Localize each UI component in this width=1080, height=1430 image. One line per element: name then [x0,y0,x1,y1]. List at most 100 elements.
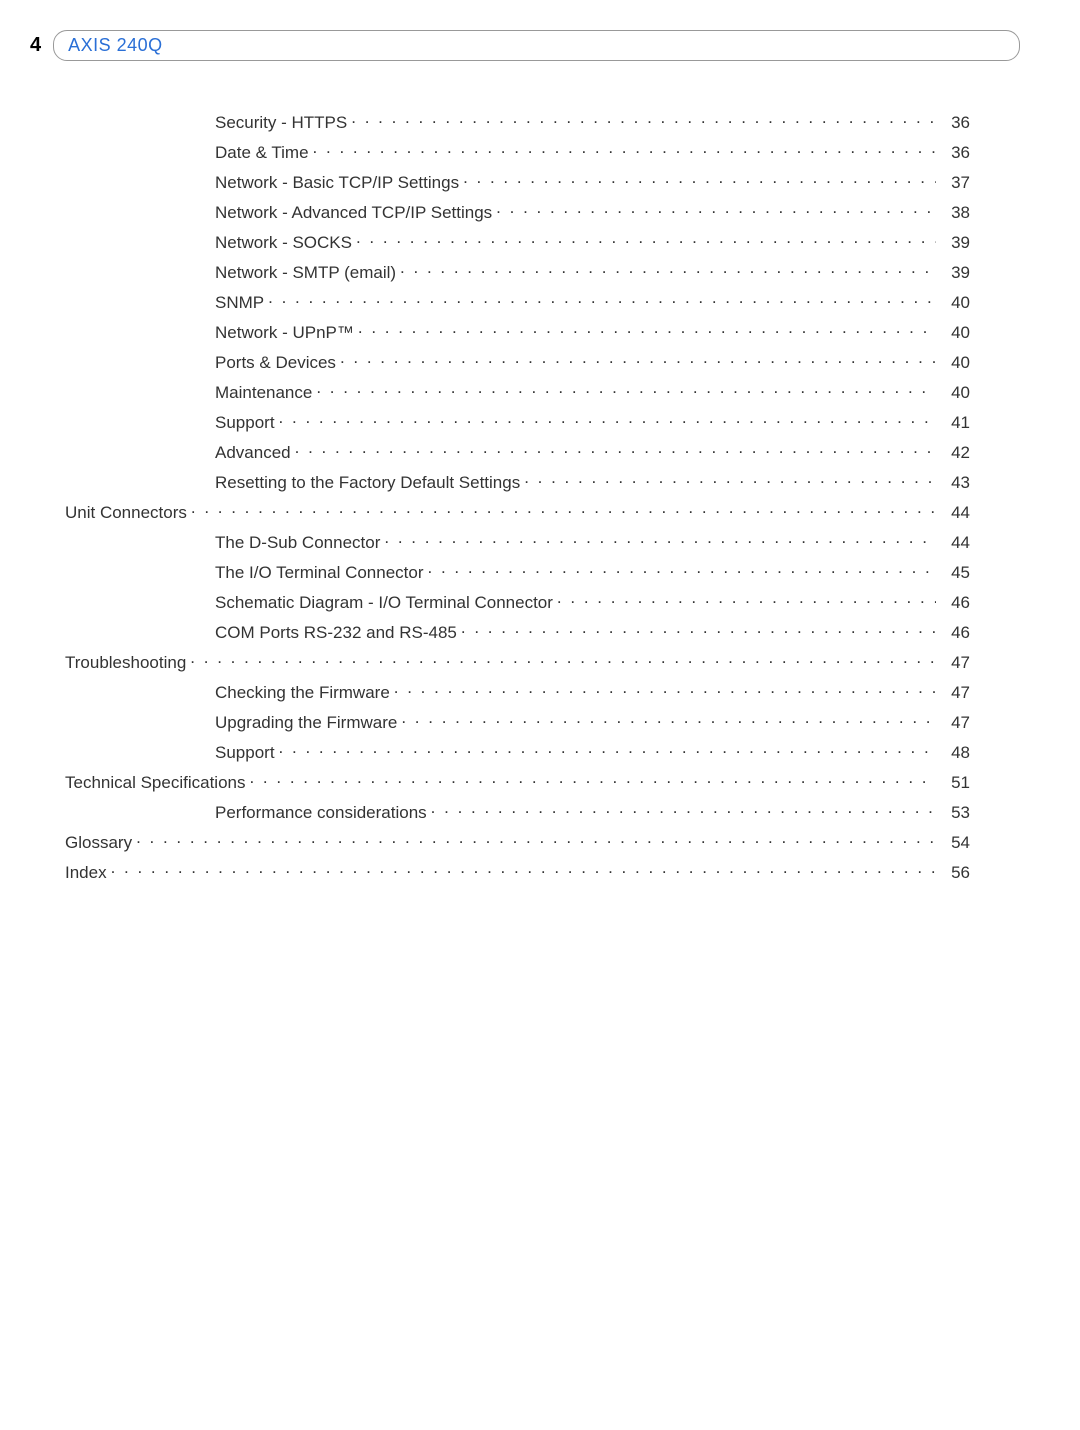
toc-entry[interactable]: Network - UPnP™ 40 [65,321,970,343]
toc-leader-dots [524,471,936,488]
toc-entry-label: Performance considerations [215,803,427,823]
toc-entry-page: 45 [940,563,970,583]
toc-entry[interactable]: Unit Connectors 44 [65,501,970,523]
toc-leader-dots [190,651,936,668]
title-box: AXIS 240Q [53,30,1020,61]
toc-leader-dots [111,861,936,878]
toc-leader-dots [463,171,936,188]
toc-entry[interactable]: Support 48 [65,741,970,763]
toc-entry-label: Network - Basic TCP/IP Settings [215,173,459,193]
toc-entry-label: Network - Advanced TCP/IP Settings [215,203,492,223]
toc-entry[interactable]: Index56 [65,861,970,883]
toc-entry-page: 40 [940,293,970,313]
toc-entry-page: 53 [940,803,970,823]
toc-leader-dots [356,231,936,248]
toc-leader-dots [384,531,936,548]
toc-entry-page: 44 [940,503,970,523]
table-of-contents: Security - HTTPS36 Date & Time 36 Network -… [30,111,1020,883]
toc-leader-dots [191,501,936,518]
toc-entry-label: Ports & Devices [215,353,336,373]
toc-entry-label: Network - SOCKS [215,233,352,253]
toc-entry-label: Checking the Firmware [215,683,390,703]
toc-leader-dots [279,741,936,758]
toc-entry-label: Schematic Diagram - I/O Terminal Connect… [215,593,553,613]
toc-entry[interactable]: Performance considerations 53 [65,801,970,823]
toc-entry-page: 48 [940,743,970,763]
toc-leader-dots [461,621,936,638]
toc-leader-dots [496,201,936,218]
toc-leader-dots [279,411,936,428]
toc-entry-label: Maintenance [215,383,312,403]
toc-leader-dots [136,831,936,848]
toc-entry-label: COM Ports RS-232 and RS-485 [215,623,457,643]
toc-entry[interactable]: Resetting to the Factory Default Setting… [65,471,970,493]
toc-entry-page: 36 [940,143,970,163]
toc-leader-dots [428,561,937,578]
toc-leader-dots [316,381,936,398]
toc-entry-label: Date & Time [215,143,309,163]
toc-entry[interactable]: Troubleshooting 47 [65,651,970,673]
page-number: 4 [30,34,41,57]
toc-entry-page: 37 [940,173,970,193]
toc-entry-page: 40 [940,383,970,403]
toc-entry-page: 46 [940,593,970,613]
toc-leader-dots [557,591,936,608]
toc-leader-dots [313,141,936,158]
toc-entry[interactable]: Schematic Diagram - I/O Terminal Connect… [65,591,970,613]
toc-entry-page: 42 [940,443,970,463]
toc-entry-label: Network - SMTP (email) [215,263,396,283]
toc-entry-label: Advanced [215,443,291,463]
toc-entry[interactable]: Ports & Devices 40 [65,351,970,373]
toc-entry-page: 39 [940,263,970,283]
toc-entry-page: 51 [940,773,970,793]
toc-entry-label: Glossary [65,833,132,853]
toc-entry[interactable]: Network - Basic TCP/IP Settings 37 [65,171,970,193]
toc-leader-dots [358,321,936,338]
toc-entry-page: 41 [940,413,970,433]
toc-entry-page: 40 [940,353,970,373]
toc-entry[interactable]: The D-Sub Connector 44 [65,531,970,553]
toc-entry[interactable]: COM Ports RS-232 and RS-485 46 [65,621,970,643]
toc-entry[interactable]: Support 41 [65,411,970,433]
toc-entry[interactable]: Security - HTTPS36 [65,111,970,133]
toc-entry[interactable]: Glossary 54 [65,831,970,853]
toc-leader-dots [401,711,936,728]
toc-entry[interactable]: Checking the Firmware47 [65,681,970,703]
toc-leader-dots [351,111,936,128]
toc-entry-page: 47 [940,653,970,673]
toc-entry-page: 36 [940,113,970,133]
toc-entry-label: Network - UPnP™ [215,323,354,343]
toc-entry-label: Unit Connectors [65,503,187,523]
toc-entry-page: 54 [940,833,970,853]
toc-entry-page: 44 [940,533,970,553]
toc-entry-page: 40 [940,323,970,343]
toc-entry[interactable]: Upgrading the Firmware47 [65,711,970,733]
toc-entry-label: Index [65,863,107,883]
toc-entry-page: 46 [940,623,970,643]
toc-entry-label: Support [215,743,275,763]
toc-entry[interactable]: SNMP40 [65,291,970,313]
page-header: 4 AXIS 240Q [30,30,1020,61]
toc-leader-dots [394,681,936,698]
toc-entry-label: The D-Sub Connector [215,533,380,553]
toc-entry-label: Support [215,413,275,433]
toc-entry-page: 39 [940,233,970,253]
product-title: AXIS 240Q [68,35,163,55]
toc-leader-dots [400,261,936,278]
toc-leader-dots [431,801,936,818]
toc-entry[interactable]: Maintenance 40 [65,381,970,403]
toc-entry[interactable]: Date & Time 36 [65,141,970,163]
toc-entry-label: Technical Specifications [65,773,245,793]
toc-entry-label: Resetting to the Factory Default Setting… [215,473,520,493]
toc-entry[interactable]: Network - SOCKS 39 [65,231,970,253]
toc-entry[interactable]: The I/O Terminal Connector45 [65,561,970,583]
toc-entry[interactable]: Network - Advanced TCP/IP Settings38 [65,201,970,223]
toc-entry[interactable]: Technical Specifications 51 [65,771,970,793]
toc-leader-dots [249,771,936,788]
toc-entry[interactable]: Network - SMTP (email) 39 [65,261,970,283]
toc-entry-page: 47 [940,713,970,733]
toc-leader-dots [295,441,936,458]
toc-entry-label: Troubleshooting [65,653,186,673]
toc-leader-dots [268,291,936,308]
toc-entry[interactable]: Advanced 42 [65,441,970,463]
